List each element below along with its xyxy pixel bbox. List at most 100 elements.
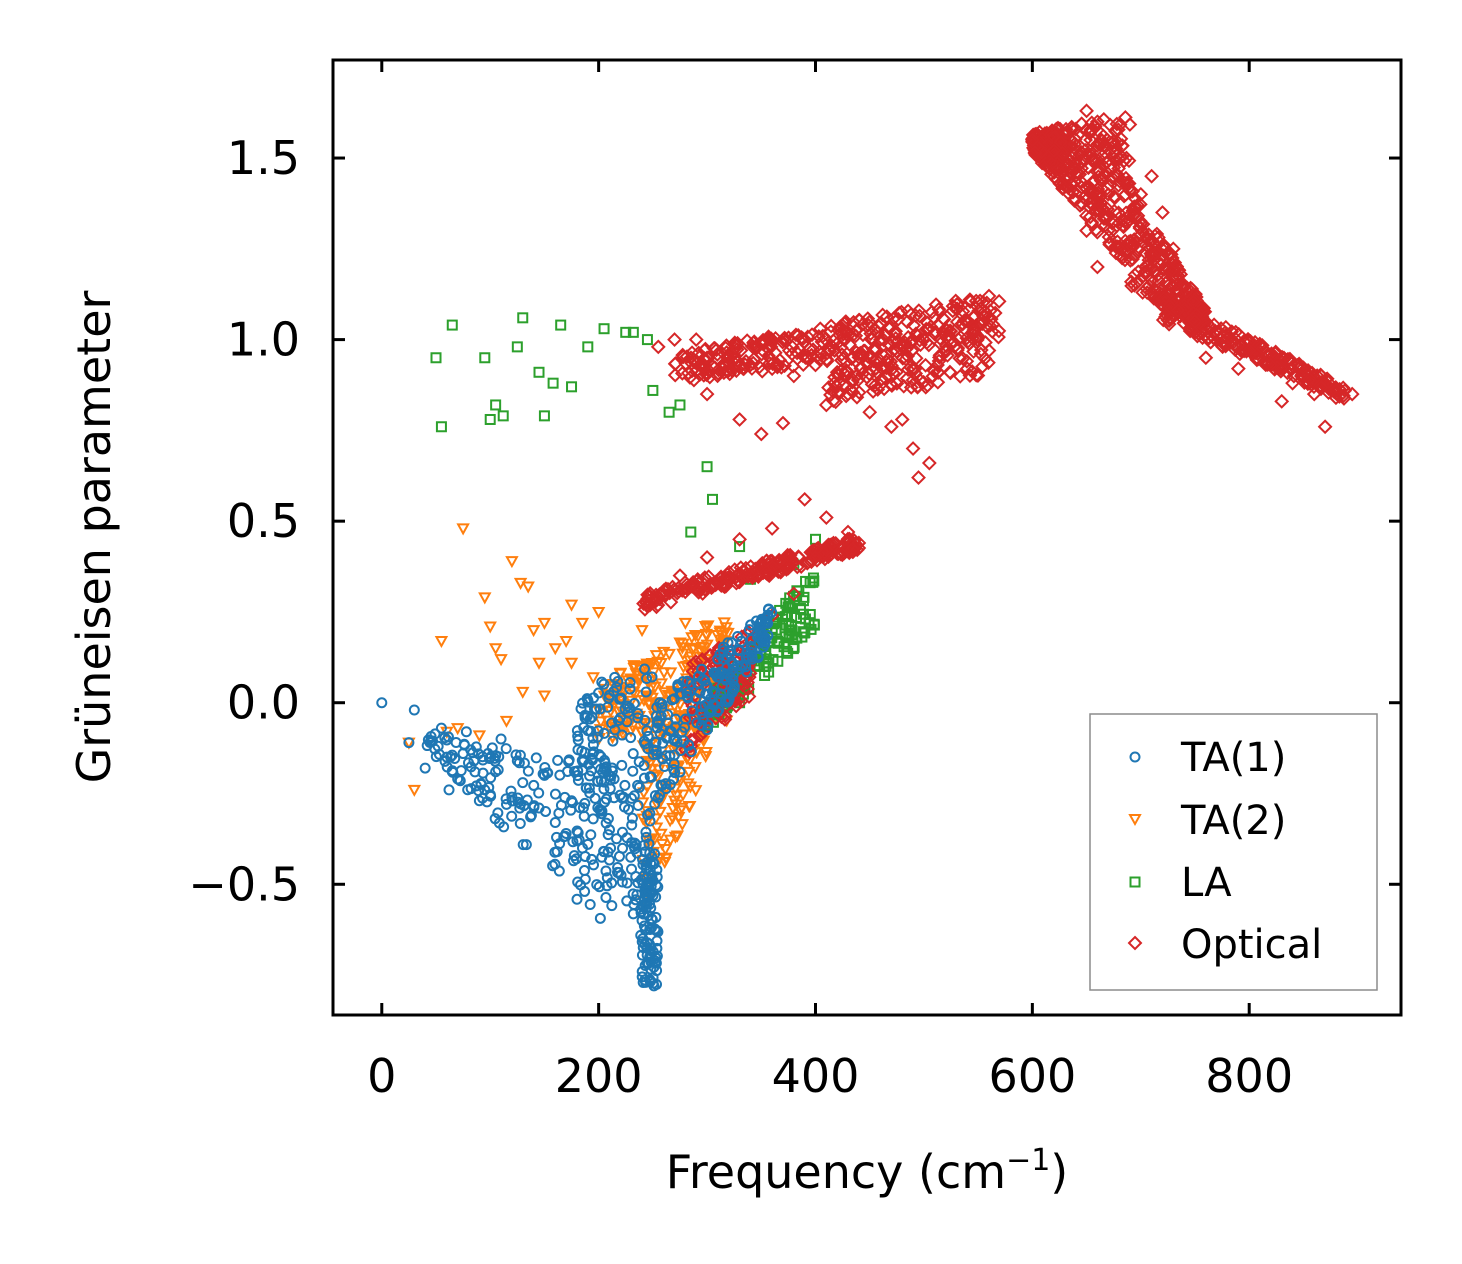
point-optical — [979, 319, 995, 335]
point-ta1 — [583, 782, 595, 794]
point-optical — [684, 363, 700, 379]
point-ta1 — [697, 673, 709, 685]
point-optical — [840, 386, 856, 402]
point-la — [674, 399, 686, 411]
point-optical — [823, 318, 839, 334]
point-optical — [912, 308, 928, 324]
point-ta2 — [698, 751, 713, 764]
point-ta1 — [468, 755, 480, 767]
point-optical — [764, 361, 780, 377]
point-optical — [1176, 277, 1192, 293]
point-optical — [903, 335, 919, 351]
x-tick-label: 200 — [555, 1049, 643, 1103]
point-optical — [991, 293, 1007, 309]
axis-ticks-layer: 0 200 400 600 800 −0.5 0.0 0.5 1.0 1.5 — [188, 60, 1401, 1103]
point-ta1 — [572, 765, 584, 777]
point-ta1 — [500, 743, 512, 755]
point-ta2 — [683, 800, 697, 814]
point-optical — [1133, 186, 1149, 202]
point-optical — [1292, 358, 1308, 374]
point-optical — [804, 554, 819, 570]
point-ta1 — [549, 846, 561, 858]
point-optical — [804, 327, 820, 343]
point-ta1 — [683, 686, 695, 698]
point-optical — [1135, 268, 1151, 284]
plot-frame — [331, 58, 1403, 1017]
point-optical — [672, 568, 688, 584]
point-ta1 — [650, 911, 662, 923]
point-optical — [938, 338, 954, 354]
point-ta1 — [572, 876, 584, 888]
point-optical — [991, 323, 1007, 339]
point-ta1 — [757, 635, 769, 647]
point-ta1 — [525, 809, 537, 821]
point-optical — [926, 363, 942, 379]
point-ta1 — [425, 730, 437, 742]
point-ta1 — [473, 785, 485, 797]
legend-label-optical: Optical — [1181, 922, 1322, 968]
point-optical — [1112, 117, 1128, 133]
point-optical — [880, 352, 895, 368]
point-optical — [862, 404, 878, 420]
point-ta1 — [563, 756, 575, 768]
point-optical — [1295, 360, 1311, 376]
point-ta2 — [676, 638, 690, 651]
point-ta1 — [711, 706, 723, 718]
point-optical — [1060, 160, 1076, 176]
point-optical — [1089, 259, 1105, 275]
point-ta1 — [657, 737, 669, 749]
point-ta1 — [452, 773, 464, 785]
point-ta2 — [636, 797, 650, 810]
point-optical — [1189, 328, 1205, 344]
point-ta1 — [590, 703, 602, 715]
point-optical — [799, 555, 815, 571]
point-optical — [829, 364, 845, 380]
point-optical — [745, 570, 760, 586]
point-ta2 — [667, 700, 682, 713]
point-optical — [1086, 173, 1102, 189]
point-ta2 — [663, 815, 677, 828]
point-ta1 — [607, 735, 619, 747]
point-ta2 — [663, 667, 678, 680]
point-optical — [900, 362, 916, 377]
point-ta1 — [638, 772, 650, 784]
point-optical — [955, 316, 971, 332]
point-optical — [1164, 278, 1180, 294]
point-optical — [732, 412, 748, 427]
point-optical — [1027, 145, 1043, 160]
point-ta1 — [642, 809, 654, 821]
point-optical — [1302, 371, 1317, 387]
point-ta1 — [539, 761, 551, 773]
point-ta1 — [470, 741, 482, 753]
point-ta2 — [600, 715, 615, 728]
point-optical — [1082, 143, 1098, 159]
point-optical — [911, 303, 927, 319]
point-ta1 — [646, 869, 658, 881]
point-ta1 — [549, 788, 561, 800]
point-optical — [969, 329, 984, 345]
point-ta1 — [616, 876, 628, 888]
point-optical — [814, 334, 830, 350]
point-optical — [1078, 208, 1094, 224]
point-optical — [1052, 176, 1068, 192]
point-ta1 — [638, 759, 650, 771]
point-ta1 — [537, 768, 549, 780]
point-la — [787, 602, 799, 614]
point-ta1 — [577, 697, 589, 709]
point-ta1 — [492, 807, 504, 819]
point-ta1 — [621, 700, 633, 712]
point-optical — [1158, 275, 1174, 291]
point-optical — [764, 521, 780, 536]
point-ta1 — [722, 637, 734, 649]
point-optical — [873, 332, 888, 348]
point-la — [627, 326, 639, 338]
point-optical — [1130, 208, 1146, 224]
point-optical — [730, 567, 746, 582]
point-ta2 — [594, 716, 608, 729]
point-ta1 — [581, 710, 593, 722]
point-ta2 — [537, 690, 552, 703]
point-ta2 — [450, 723, 465, 736]
point-ta1 — [602, 829, 614, 841]
point-ta1 — [746, 651, 758, 663]
y-tick-label: −0.5 — [188, 857, 300, 911]
